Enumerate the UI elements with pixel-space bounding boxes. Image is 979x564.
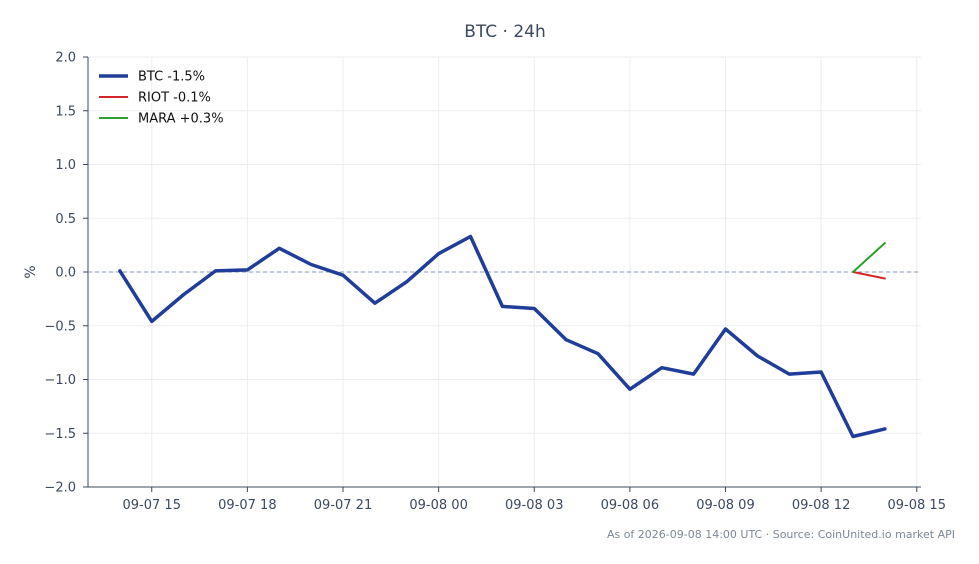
x-tick-label: 09-08 12 (792, 498, 850, 513)
legend: BTC -1.5% RIOT -0.1% MARA +0.3% (99, 70, 224, 127)
y-tick-label: 2.0 (55, 51, 76, 66)
series-line-btc (118, 234, 887, 439)
y-ticks: 2.0 1.5 1.0 0.5 0.0 −0.5 −1.0 −1.5 −2.0 (44, 51, 88, 496)
series-group (118, 234, 887, 439)
series-line-riot (852, 271, 886, 280)
y-tick-label: 0.5 (55, 212, 76, 227)
y-tick-label: −1.0 (44, 373, 76, 388)
chart-title: BTC · 24h (464, 22, 546, 42)
legend-label-mara: MARA +0.3% (138, 112, 224, 127)
series-line-mara (852, 242, 886, 273)
x-tick-label: 09-08 06 (601, 498, 659, 513)
x-tick-label: 09-08 03 (505, 498, 563, 513)
x-tick-label: 09-07 18 (218, 498, 276, 513)
y-tick-label: 0.0 (55, 266, 76, 281)
x-tick-label: 09-08 00 (409, 498, 467, 513)
y-tick-label: −2.0 (44, 481, 76, 496)
y-axis-label: % (23, 265, 39, 278)
legend-label-riot: RIOT -0.1% (138, 91, 211, 106)
x-tick-label: 09-08 09 (696, 498, 754, 513)
source-footer: As of 2026-09-08 14:00 UTC · Source: Coi… (607, 528, 955, 541)
x-ticks: 09-07 15 09-07 18 09-07 21 09-08 00 09-08 03… (123, 487, 946, 513)
x-tick-label: 09-07 15 (123, 498, 181, 513)
legend-label-btc: BTC -1.5% (138, 70, 205, 85)
x-tick-label: 09-08 15 (888, 498, 946, 513)
y-tick-label: −0.5 (44, 319, 76, 334)
y-tick-label: 1.0 (55, 158, 76, 173)
y-tick-label: −1.5 (44, 427, 76, 442)
y-tick-label: 1.5 (55, 104, 76, 119)
x-tick-label: 09-07 21 (314, 498, 372, 513)
